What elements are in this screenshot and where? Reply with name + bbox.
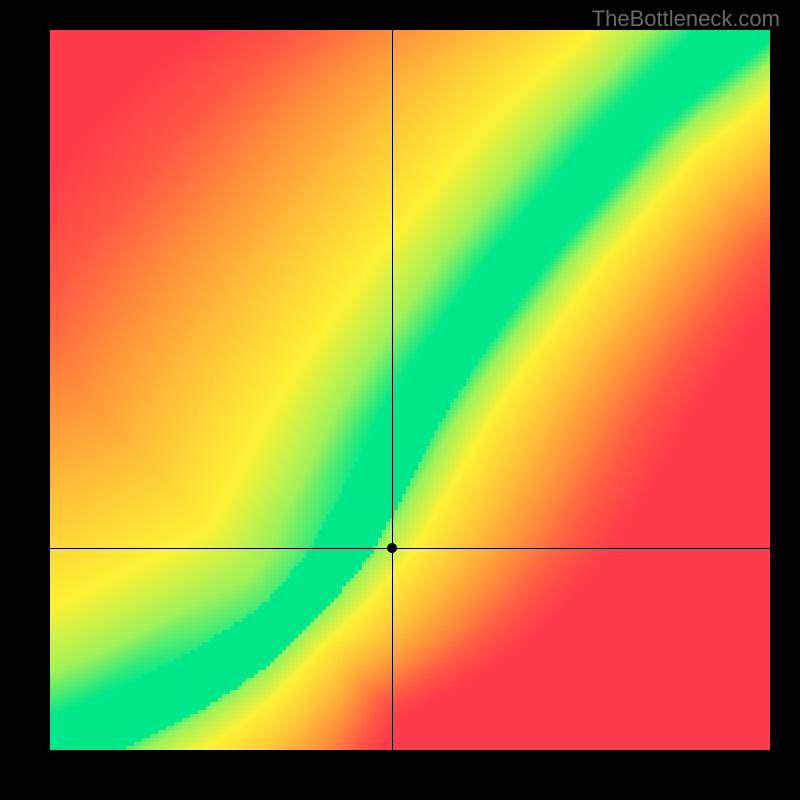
crosshair-horizontal xyxy=(50,548,770,549)
bottleneck-chart: TheBottleneck.com xyxy=(0,0,800,800)
plot-area xyxy=(50,30,770,750)
crosshair-marker xyxy=(387,543,397,553)
watermark-text: TheBottleneck.com xyxy=(592,6,780,32)
heatmap-canvas xyxy=(50,30,770,750)
crosshair-vertical xyxy=(392,30,393,750)
